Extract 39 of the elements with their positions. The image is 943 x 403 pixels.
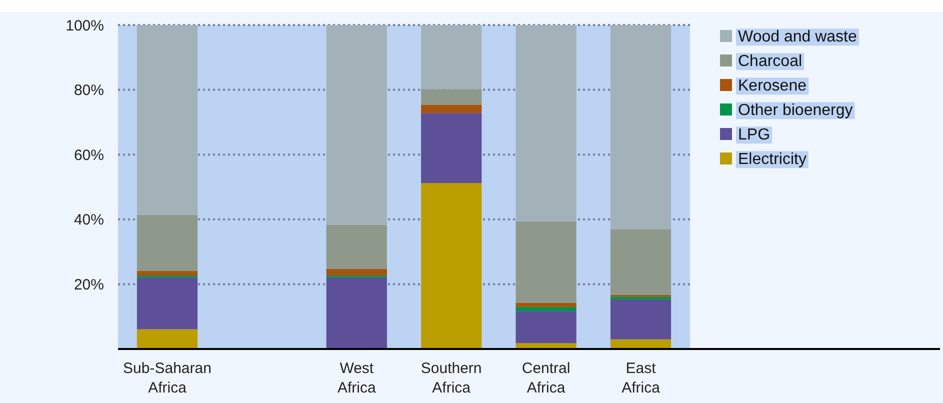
bar: [326, 277, 387, 349]
bar: [516, 25, 576, 222]
bar: [326, 224, 387, 269]
bar: [136, 25, 198, 215]
bar: [610, 299, 672, 340]
bar: [136, 214, 198, 271]
bar: [421, 25, 482, 90]
x-tick-label: Sub-Saharan Africa: [123, 360, 212, 396]
legend-label: Wood and waste: [738, 28, 857, 46]
bar: [421, 113, 482, 184]
x-tick-label: West Africa: [337, 360, 376, 396]
y-tick-label: 60%: [74, 146, 104, 164]
bar: [136, 329, 198, 349]
y-tick-label: 20%: [74, 276, 104, 294]
bar: [136, 270, 198, 276]
bar: [516, 306, 576, 312]
bar: [421, 104, 482, 114]
bar: [610, 25, 672, 230]
x-tick-label: East Africa: [622, 360, 661, 396]
bar: [516, 302, 576, 307]
x-tick-label: Central Africa: [522, 360, 570, 396]
x-tick-label: Southern Africa: [420, 360, 482, 396]
bar: [610, 229, 672, 295]
bar: [610, 296, 672, 300]
y-tick-label: 40%: [74, 212, 104, 229]
y-tick-label: 80%: [74, 82, 104, 100]
bar: [326, 25, 387, 225]
legend-label: LPG: [738, 126, 770, 144]
bar: [516, 311, 576, 344]
y-tick-label: 100%: [66, 17, 104, 34]
bar: [421, 89, 482, 105]
legend-label: Charcoal: [738, 53, 802, 70]
legend-label: Electricity: [738, 151, 806, 168]
bar: [421, 183, 482, 349]
bar: [136, 277, 198, 330]
bar: [516, 221, 576, 303]
legend-label: Other bioenergy: [738, 102, 853, 120]
bar: [326, 268, 387, 276]
legend-label: Kerosene: [738, 78, 807, 95]
